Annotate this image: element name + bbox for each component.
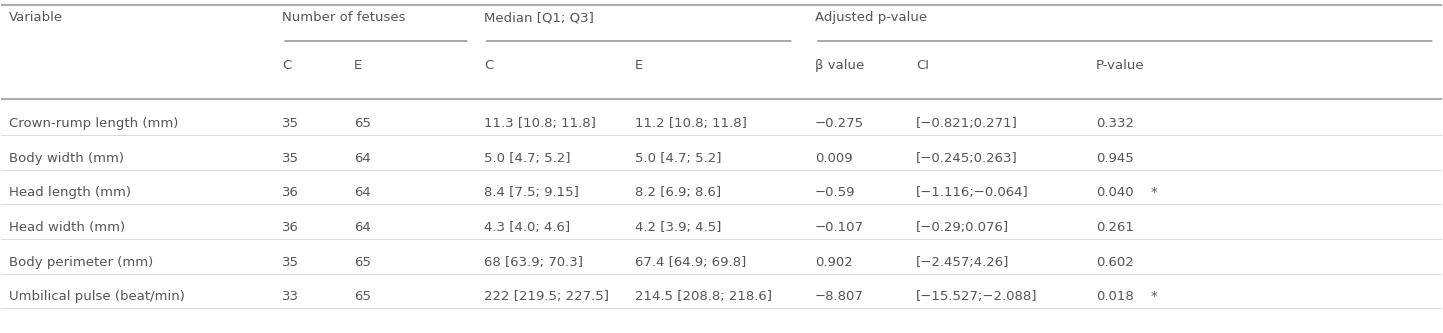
- Text: 65: 65: [354, 256, 371, 269]
- Text: Head length (mm): Head length (mm): [9, 186, 130, 199]
- Text: 0.332: 0.332: [1095, 117, 1134, 130]
- Text: −8.807: −8.807: [815, 290, 864, 303]
- Text: Head width (mm): Head width (mm): [9, 221, 124, 234]
- Text: 0.018: 0.018: [1095, 290, 1134, 303]
- Text: 11.3 [10.8; 11.8]: 11.3 [10.8; 11.8]: [483, 117, 596, 130]
- Text: 64: 64: [354, 152, 371, 165]
- Text: 0.902: 0.902: [815, 256, 853, 269]
- Text: CI: CI: [916, 59, 929, 72]
- Text: Variable: Variable: [9, 11, 62, 24]
- Text: 0.009: 0.009: [815, 152, 853, 165]
- Text: Crown-rump length (mm): Crown-rump length (mm): [9, 117, 177, 130]
- Text: [−0.29;0.076]: [−0.29;0.076]: [916, 221, 1009, 234]
- Text: β value: β value: [815, 59, 864, 72]
- Text: 35: 35: [283, 152, 299, 165]
- Text: 0.040: 0.040: [1095, 186, 1134, 199]
- Text: 8.4 [7.5; 9.15]: 8.4 [7.5; 9.15]: [483, 186, 579, 199]
- Text: E: E: [354, 59, 362, 72]
- Text: 4.3 [4.0; 4.6]: 4.3 [4.0; 4.6]: [483, 221, 570, 234]
- Text: 0.261: 0.261: [1095, 221, 1134, 234]
- Text: 65: 65: [354, 290, 371, 303]
- Text: [−15.527;−2.088]: [−15.527;−2.088]: [916, 290, 1038, 303]
- Text: 64: 64: [354, 186, 371, 199]
- Text: E: E: [635, 59, 644, 72]
- Text: Body perimeter (mm): Body perimeter (mm): [9, 256, 153, 269]
- Text: 222 [219.5; 227.5]: 222 [219.5; 227.5]: [483, 290, 609, 303]
- Text: 64: 64: [354, 221, 371, 234]
- Text: 65: 65: [354, 117, 371, 130]
- Text: Adjusted p-value: Adjusted p-value: [815, 11, 928, 24]
- Text: 35: 35: [283, 256, 299, 269]
- Text: 33: 33: [283, 290, 299, 303]
- Text: [−2.457;4.26]: [−2.457;4.26]: [916, 256, 1009, 269]
- Text: 0.602: 0.602: [1095, 256, 1134, 269]
- Text: 68 [63.9; 70.3]: 68 [63.9; 70.3]: [483, 256, 583, 269]
- Text: C: C: [483, 59, 494, 72]
- Text: 0.945: 0.945: [1095, 152, 1134, 165]
- Text: 35: 35: [283, 117, 299, 130]
- Text: [−1.116;−0.064]: [−1.116;−0.064]: [916, 186, 1029, 199]
- Text: −0.275: −0.275: [815, 117, 864, 130]
- Text: −0.107: −0.107: [815, 221, 864, 234]
- Text: Umbilical pulse (beat/min): Umbilical pulse (beat/min): [9, 290, 185, 303]
- Text: Number of fetuses: Number of fetuses: [283, 11, 405, 24]
- Text: 214.5 [208.8; 218.6]: 214.5 [208.8; 218.6]: [635, 290, 772, 303]
- Text: *: *: [1150, 290, 1157, 303]
- Text: 36: 36: [283, 221, 299, 234]
- Text: 67.4 [64.9; 69.8]: 67.4 [64.9; 69.8]: [635, 256, 746, 269]
- Text: Median [Q1; Q3]: Median [Q1; Q3]: [483, 11, 593, 24]
- Text: 11.2 [10.8; 11.8]: 11.2 [10.8; 11.8]: [635, 117, 747, 130]
- Text: [−0.821;0.271]: [−0.821;0.271]: [916, 117, 1017, 130]
- Text: 36: 36: [283, 186, 299, 199]
- Text: 4.2 [3.9; 4.5]: 4.2 [3.9; 4.5]: [635, 221, 722, 234]
- Text: Body width (mm): Body width (mm): [9, 152, 124, 165]
- Text: *: *: [1150, 186, 1157, 199]
- Text: −0.59: −0.59: [815, 186, 856, 199]
- Text: P-value: P-value: [1095, 59, 1144, 72]
- Text: 8.2 [6.9; 8.6]: 8.2 [6.9; 8.6]: [635, 186, 722, 199]
- Text: 5.0 [4.7; 5.2]: 5.0 [4.7; 5.2]: [635, 152, 722, 165]
- Text: [−0.245;0.263]: [−0.245;0.263]: [916, 152, 1017, 165]
- Text: C: C: [283, 59, 291, 72]
- Text: 5.0 [4.7; 5.2]: 5.0 [4.7; 5.2]: [483, 152, 570, 165]
